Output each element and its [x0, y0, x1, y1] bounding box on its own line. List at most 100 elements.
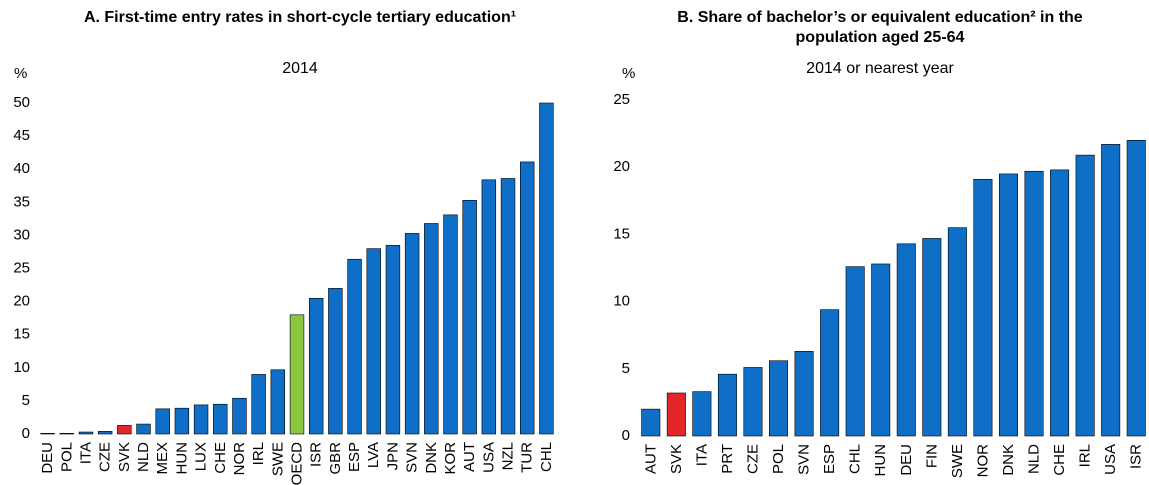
bar [97, 431, 113, 435]
x-tick-label: PRT [719, 444, 736, 474]
y-tick-label: 50 [13, 94, 30, 111]
y-axis-label: % [14, 65, 27, 82]
y-tick-label: 5 [622, 360, 630, 377]
y-tick-label: 15 [13, 326, 30, 343]
bar [794, 351, 814, 437]
x-tick-label: ESP [821, 444, 838, 474]
y-tick-label: 0 [22, 425, 30, 442]
bar [251, 374, 266, 435]
y-tick-label: 10 [613, 293, 630, 310]
bar [366, 248, 381, 435]
x-tick-label: CHE [1051, 444, 1068, 476]
bar [232, 397, 247, 435]
y-tick-label: 15 [613, 225, 630, 242]
x-tick-label: ISR [1128, 444, 1145, 469]
x-tick-label: NOR [974, 444, 991, 478]
bar [1050, 169, 1070, 437]
x-tick-label: OECD [289, 442, 306, 485]
bar [641, 408, 661, 437]
x-tick-label: JPN [384, 442, 401, 470]
bar [404, 233, 420, 435]
x-tick-label: POL [58, 442, 75, 472]
bar [347, 258, 362, 435]
x-tick-label: CHE [212, 442, 229, 474]
bar [424, 223, 439, 435]
x-tick-label: HUN [872, 444, 889, 477]
bar [155, 408, 170, 435]
x-tick-label: DNK [423, 442, 440, 474]
x-tick-label: DEU [898, 444, 915, 476]
x-tick-label: NOR [231, 442, 248, 476]
chart-subtitle: 2014 [282, 60, 318, 77]
bar [520, 161, 535, 435]
x-tick-label: AUT [461, 442, 478, 472]
bar [328, 288, 343, 435]
x-tick-label: FIN [923, 444, 940, 468]
x-tick-label: ITA [693, 444, 710, 466]
y-tick-label: 20 [13, 293, 30, 310]
x-tick-label: POL [770, 444, 787, 474]
bar [820, 309, 840, 437]
x-tick-label: HUN [173, 442, 190, 475]
bar [1126, 140, 1146, 437]
y-tick-label: 45 [13, 127, 30, 144]
x-tick-label: SVK [668, 444, 685, 474]
x-tick-label: SWE [949, 444, 966, 478]
x-tick-label: DNK [1000, 444, 1017, 476]
x-tick-label: CZE [97, 442, 114, 472]
bar [193, 404, 209, 435]
bar [845, 266, 865, 437]
bar [1075, 154, 1095, 437]
y-tick-label: 25 [13, 259, 30, 276]
bar [692, 391, 712, 437]
x-tick-label: IRL [1077, 444, 1094, 467]
x-tick-label: CHL [847, 444, 864, 474]
bar [40, 433, 55, 435]
y-tick-label: 0 [622, 427, 630, 444]
x-tick-label: MEX [154, 442, 171, 475]
bar [947, 227, 967, 437]
bar [289, 314, 305, 435]
x-tick-label: USA [1102, 444, 1119, 475]
bar [769, 360, 789, 437]
x-tick-label: NLD [1026, 444, 1043, 474]
x-tick-label: ISR [308, 442, 325, 467]
bar [922, 238, 942, 437]
bar [59, 433, 74, 435]
bar [117, 425, 132, 435]
bar [308, 297, 324, 435]
chart-title: A. First-time entry rates in short-cycle… [83, 9, 517, 26]
bar [896, 243, 916, 437]
bar [462, 200, 477, 435]
x-tick-label: SWE [269, 442, 286, 476]
x-tick-label: SVN [796, 444, 813, 475]
bar [666, 392, 686, 437]
bar [136, 423, 151, 435]
y-tick-label: 5 [22, 392, 30, 409]
bar [973, 178, 993, 437]
x-tick-label: SVN [404, 442, 421, 473]
bar [1024, 170, 1044, 437]
y-axis-label: % [622, 65, 635, 82]
bar [270, 369, 286, 435]
x-tick-label: TUR [519, 442, 536, 473]
bar [539, 102, 554, 435]
x-tick-label: GBR [327, 442, 344, 475]
x-tick-label: ITA [77, 442, 94, 464]
bar [1101, 144, 1121, 437]
y-tick-label: 30 [13, 226, 30, 243]
y-tick-label: 25 [613, 91, 630, 108]
x-tick-label: AUT [642, 444, 659, 474]
y-tick-label: 20 [613, 158, 630, 175]
y-tick-label: 40 [13, 160, 30, 177]
chart-subtitle: 2014 or nearest year [806, 60, 954, 77]
x-tick-label: NLD [135, 442, 152, 472]
bar [385, 245, 401, 435]
bar [174, 407, 190, 435]
bar [871, 263, 891, 437]
x-tick-label: KOR [442, 442, 459, 475]
x-tick-label: IRL [250, 442, 267, 465]
bar [500, 178, 516, 435]
